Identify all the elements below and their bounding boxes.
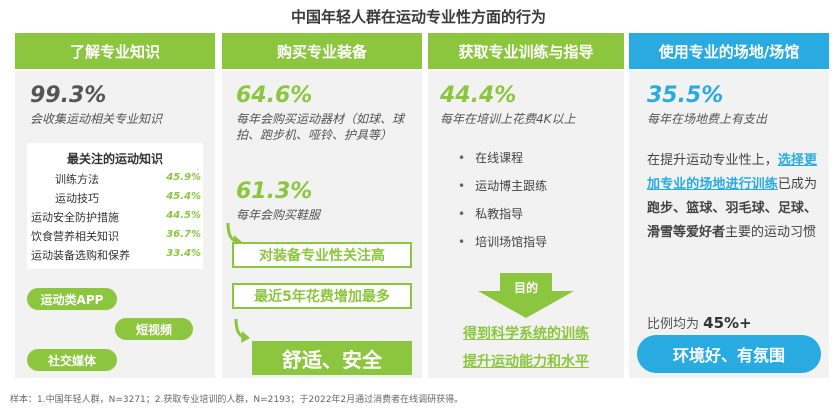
ratio-line: 比例均为 45%+ xyxy=(647,313,752,332)
knowledge-value: 36.7% xyxy=(166,229,201,240)
knowledge-label: 训练方法 xyxy=(55,173,99,186)
stat-value: 64.6% xyxy=(236,83,313,108)
knowledge-value: 33.4% xyxy=(166,248,201,259)
channel-pill-social: 社交媒体 xyxy=(27,349,117,371)
knowledge-label: 运动安全防护措施 xyxy=(31,211,119,224)
para-bold: 跑步、篮球、羽毛球、足球、滑雪等爱好者 xyxy=(647,201,817,240)
stat-caption: 每年会购买鞋服 xyxy=(236,208,321,222)
knowledge-box: 最关注的运动知识 训练方法 45.9% 运动技巧 45.4% 运动安全防护措施 … xyxy=(27,143,203,269)
knowledge-value: 45.9% xyxy=(166,172,201,183)
footnote: 样本：1.中国年轻人群，N=3271；2.获取专业培训的人群，N=2193；于2… xyxy=(10,395,464,405)
stat-value: 35.5% xyxy=(647,83,724,108)
highlight-box: 最近5年花费增加最多 xyxy=(232,283,412,309)
knowledge-row: 运动装备选购和保养 33.4% xyxy=(31,247,201,263)
channel-pill-app: 运动类APP xyxy=(27,288,117,310)
knowledge-value: 44.5% xyxy=(166,210,201,221)
training-list: 在线课程 运动博主跟练 私教指导 培训场馆指导 xyxy=(458,148,547,260)
column-training: 获取专业训练与指导 44.4% 每年在培训上花费4K以上 在线课程 运动博主跟练… xyxy=(428,33,624,378)
knowledge-label: 运动装备选购和保养 xyxy=(31,249,130,262)
knowledge-row: 运动安全防护措施 44.5% xyxy=(31,209,201,225)
column-venue: 使用专业的场地/场馆 35.5% 每年在场地费上有支出 在提升运动专业性上，选择… xyxy=(629,33,829,378)
column-header: 了解专业知识 xyxy=(15,33,215,69)
para-text: 已成为 xyxy=(777,177,817,192)
highlight-box: 对装备专业性关注高 xyxy=(232,242,412,268)
para-highlight: 选择更加专业的场地进行训练 xyxy=(647,153,817,192)
arrow-label: 目的 xyxy=(513,281,538,295)
column-knowledge: 了解专业知识 99.3% 会收集运动相关专业知识 最关注的运动知识 训练方法 4… xyxy=(15,33,215,378)
column-header: 购买专业装备 xyxy=(222,33,422,69)
down-arrow-icon xyxy=(478,273,574,318)
knowledge-row: 训练方法 45.9% xyxy=(31,171,201,187)
result-text: 提升运动能力和水平 xyxy=(463,354,589,370)
knowledge-row: 运动技巧 45.4% xyxy=(31,190,201,206)
page-title: 中国年轻人群在运动专业性方面的行为 xyxy=(290,8,546,26)
list-item: 在线课程 xyxy=(458,148,547,176)
stat-caption: 每年会购买运动器材（如球、球拍、跑步机、哑铃、护具等） xyxy=(236,112,405,142)
result-box: 环境好、有氛围 xyxy=(637,335,821,373)
column-panel xyxy=(222,71,422,378)
para-text: 在提升运动专业性上， xyxy=(647,153,778,168)
stat-value: 61.3% xyxy=(236,179,313,204)
column-header: 使用专业的场地/场馆 xyxy=(629,33,829,69)
stat-caption: 会收集运动相关专业知识 xyxy=(30,112,163,126)
venue-paragraph: 在提升运动专业性上，选择更加专业的场地进行训练已成为跑步、篮球、羽毛球、足球、滑… xyxy=(647,149,817,245)
list-item: 私教指导 xyxy=(458,204,547,232)
para-text: 主要的运动习惯 xyxy=(725,225,817,240)
knowledge-label: 运动技巧 xyxy=(55,192,99,205)
ratio-value: 45%+ xyxy=(703,314,752,332)
result-box: 舒适、安全 xyxy=(252,341,412,375)
stat-value: 99.3% xyxy=(30,83,107,108)
column-panel xyxy=(629,71,829,378)
column-header: 获取专业训练与指导 xyxy=(428,33,624,69)
curved-arrow-icon xyxy=(234,318,250,343)
ratio-label: 比例均为 xyxy=(647,317,700,332)
column-equipment: 购买专业装备 64.6% 每年会购买运动器材（如球、球拍、跑步机、哑铃、护具等）… xyxy=(222,33,422,378)
knowledge-row: 饮食营养相关知识 36.7% xyxy=(31,228,201,244)
list-item: 运动博主跟练 xyxy=(458,176,547,204)
stat-value: 44.4% xyxy=(440,83,517,108)
stat-caption: 每年在场地费上有支出 xyxy=(647,112,768,126)
knowledge-value: 45.4% xyxy=(166,191,201,202)
result-text: 得到科学系统的训练 xyxy=(463,326,589,342)
knowledge-title: 最关注的运动知识 xyxy=(66,152,163,166)
channel-pill-video: 短视频 xyxy=(115,318,193,340)
list-item: 培训场馆指导 xyxy=(458,232,547,260)
knowledge-label: 饮食营养相关知识 xyxy=(31,230,119,243)
stat-caption: 每年在培训上花费4K以上 xyxy=(440,112,576,126)
